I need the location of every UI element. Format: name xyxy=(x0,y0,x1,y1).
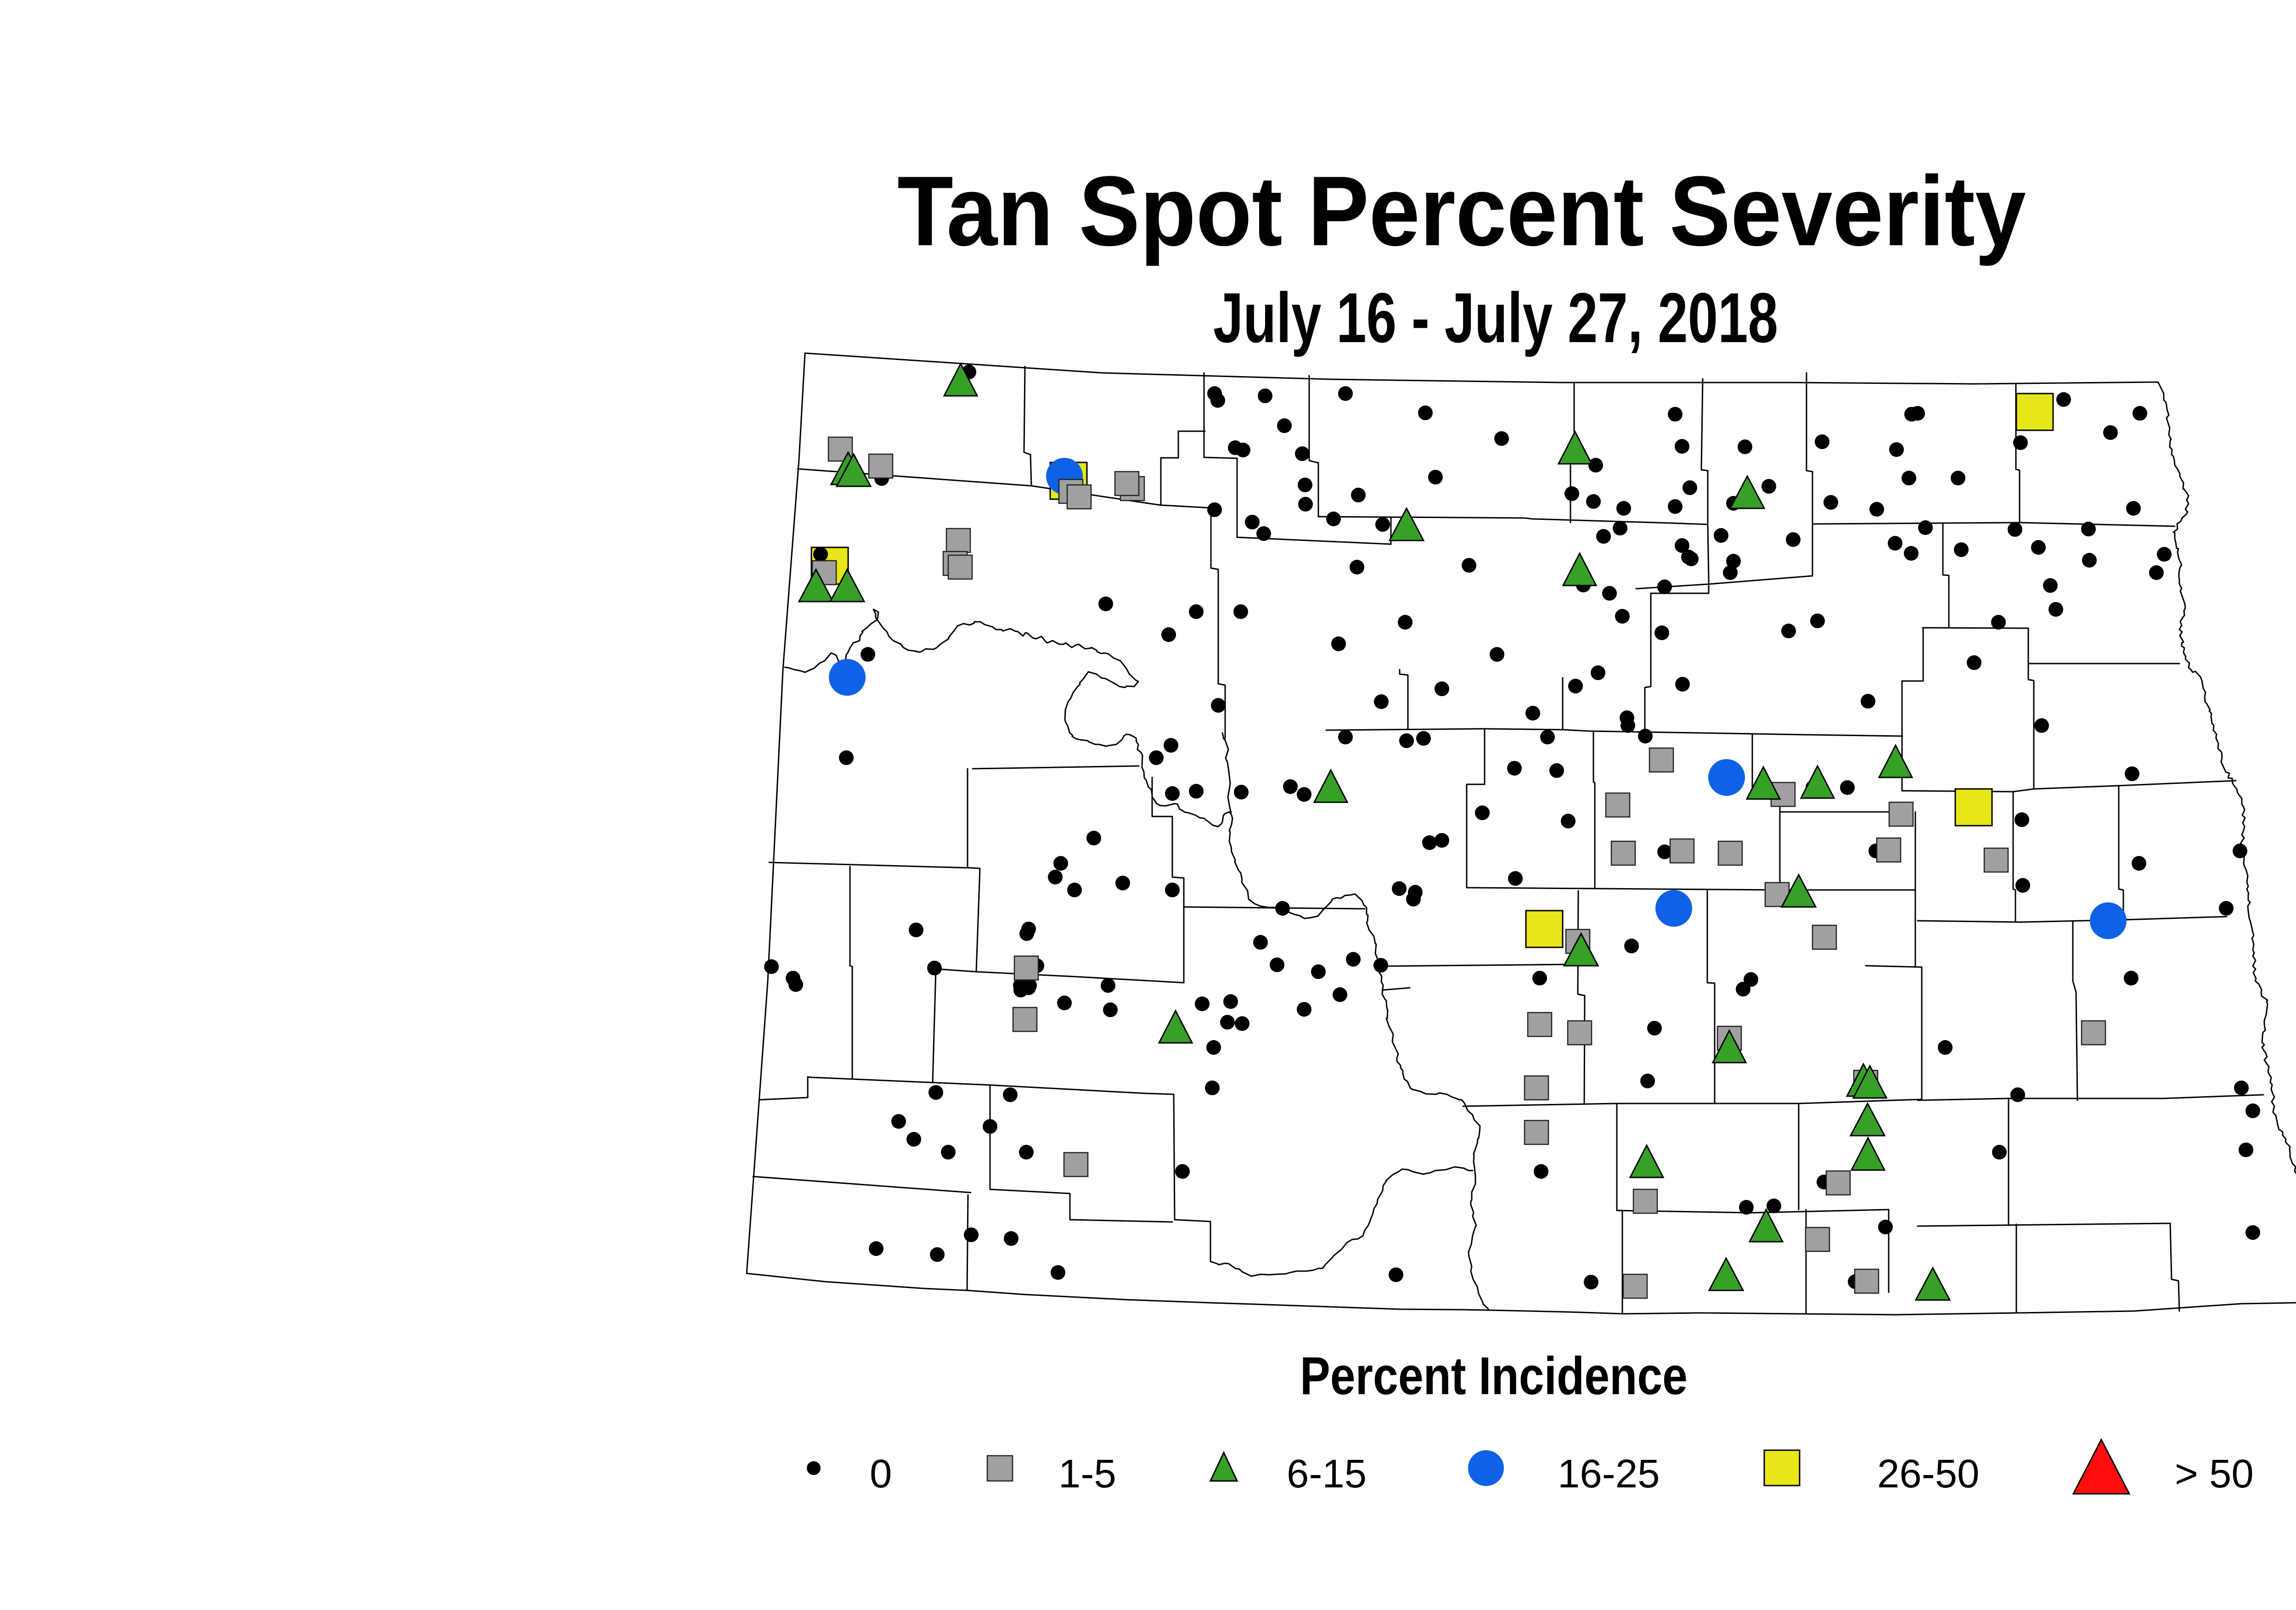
svg-text:July 16 - July 27, 2018: July 16 - July 27, 2018 xyxy=(1213,278,1778,357)
svg-text:26-50: 26-50 xyxy=(1877,1452,1980,1496)
svg-text:1-5: 1-5 xyxy=(1058,1452,1116,1496)
svg-text:16-25: 16-25 xyxy=(1558,1452,1660,1496)
svg-text:> 50: > 50 xyxy=(2175,1452,2254,1496)
svg-text:0: 0 xyxy=(870,1452,892,1496)
svg-text:6-15: 6-15 xyxy=(1287,1452,1367,1496)
svg-text:Tan Spot Percent Severity: Tan Spot Percent Severity xyxy=(897,155,2026,266)
svg-text:Percent Incidence: Percent Incidence xyxy=(1300,1346,1688,1406)
